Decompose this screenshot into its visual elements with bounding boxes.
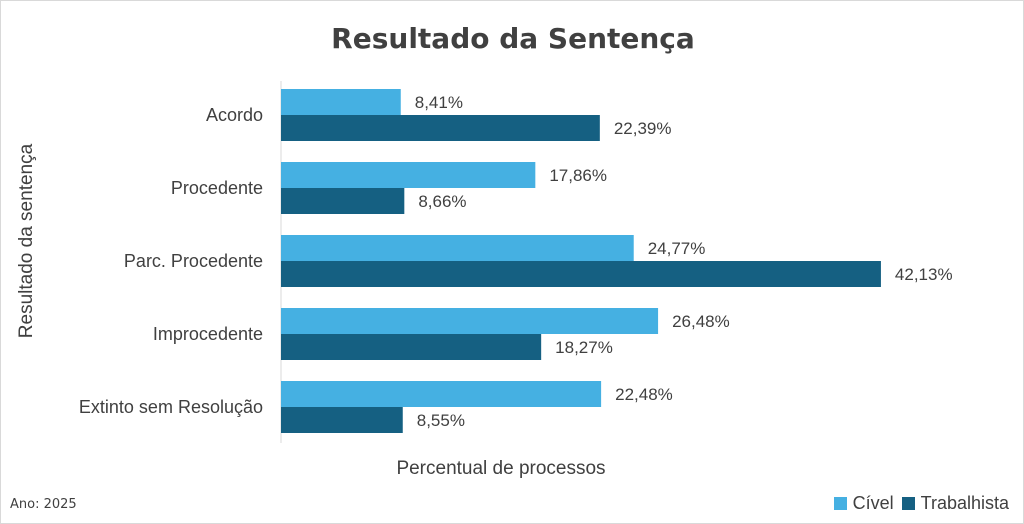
bar-trabalhista-parc-procedente [281,261,881,287]
bar-trabalhista-procedente [281,188,405,214]
data-label-trabalhista-acordo: 22,39% [614,119,672,138]
x-axis-title: Percentual de processos [396,458,605,479]
data-label-civel-parc-procedente: 24,77% [648,239,706,258]
bar-civel-improcedente [281,308,659,334]
category-label-improcedente: Improcedente [153,324,263,344]
legend-item-trabalhista: Trabalhista [901,493,1009,514]
bar-civel-extinto-sem-resolucao [281,381,602,407]
data-label-civel-improcedente: 26,48% [672,312,730,331]
category-label-acordo: Acordo [206,105,263,125]
bar-trabalhista-extinto-sem-resolucao [281,407,403,433]
bars-group: Acordo 8,41% 22,39% Procedente 17,86% 8,66% Pa… [79,89,953,433]
data-label-trabalhista-parc-procedente: 42,13% [895,265,953,284]
legend-label-trabalhista: Trabalhista [920,493,1009,513]
legend-item-civel: Cível [833,493,894,514]
legend: Cível Trabalhista [833,493,1009,514]
data-label-civel-extinto-sem-resolucao: 22,48% [615,385,673,404]
legend-label-civel: Cível [852,493,894,513]
category-label-procedente: Procedente [171,178,263,198]
data-label-trabalhista-improcedente: 18,27% [555,338,613,357]
category-label-parc-procedente: Parc. Procedente [124,251,263,271]
legend-swatch-civel [833,497,847,510]
bar-trabalhista-improcedente [281,334,542,360]
category-label-extinto-sem-resolucao: Extinto sem Resolução [79,397,263,417]
bar-trabalhista-acordo [281,115,600,141]
bar-civel-procedente [281,162,536,188]
year-footnote: Ano: 2025 [10,497,77,512]
bar-chart: Resultado da Sentença Resultado da sente… [16,22,953,479]
data-label-civel-procedente: 17,86% [549,166,607,185]
legend-swatch-trabalhista [901,497,915,510]
data-label-trabalhista-extinto-sem-resolucao: 8,55% [417,411,465,430]
data-label-civel-acordo: 8,41% [415,93,463,112]
bar-civel-acordo [281,89,401,115]
data-label-trabalhista-procedente: 8,66% [418,192,466,211]
chart-title: Resultado da Sentença [331,22,695,55]
bar-civel-parc-procedente [281,235,634,261]
y-axis-title: Resultado da sentença [16,143,37,338]
